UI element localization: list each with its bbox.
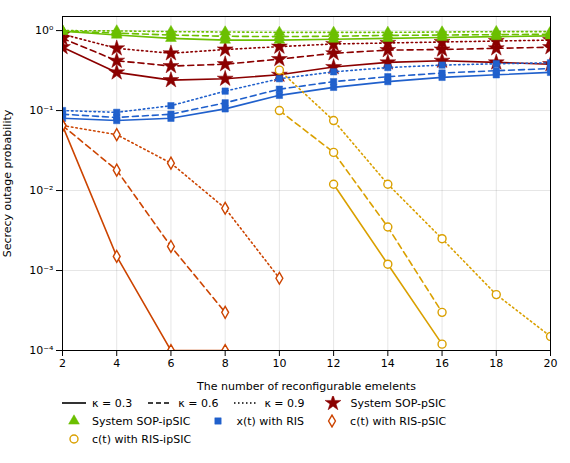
svg-text:2: 2	[59, 357, 66, 370]
html-text:κ = 0.3: κ = 0.3	[92, 396, 133, 410]
svg-text:14: 14	[381, 357, 395, 370]
svg-text:10⁻¹: 10⁻¹	[29, 104, 53, 117]
html-text:System SOP-ipSIC: System SOP-ipSIC	[92, 414, 191, 428]
svg-text:10⁻³: 10⁻³	[29, 264, 53, 277]
html-text:c(t) with RIS-ipSIC: c(t) with RIS-ipSIC	[92, 432, 192, 446]
html-text:c(t) with RIS-pSIC: c(t) with RIS-pSIC	[350, 414, 447, 428]
svg-text:The number of reconfigurable e: The number of reconfigurable emelents	[196, 380, 416, 393]
svg-text:6: 6	[167, 357, 174, 370]
svg-text:20: 20	[544, 357, 558, 370]
html-text:κ = 0.6: κ = 0.6	[178, 396, 219, 410]
svg-text:10⁻⁴: 10⁻⁴	[29, 344, 54, 357]
svg-text:16: 16	[435, 357, 449, 370]
svg-text:18: 18	[489, 357, 503, 370]
html-text:κ = 0.9: κ = 0.9	[264, 396, 305, 410]
html-text:x(t) with RIS: x(t) with RIS	[236, 414, 305, 428]
svg-text:4: 4	[113, 357, 120, 370]
html-text:System SOP-pSIC: System SOP-pSIC	[350, 396, 446, 410]
svg-text:10⁻²: 10⁻²	[29, 184, 53, 197]
svg-text:8: 8	[222, 357, 229, 370]
svg-text:10⁰: 10⁰	[35, 24, 54, 37]
svg-text:10: 10	[272, 357, 286, 370]
svg-text:Secrecy outage probability: Secrecy outage probability	[1, 109, 14, 257]
svg-text:12: 12	[327, 357, 341, 370]
